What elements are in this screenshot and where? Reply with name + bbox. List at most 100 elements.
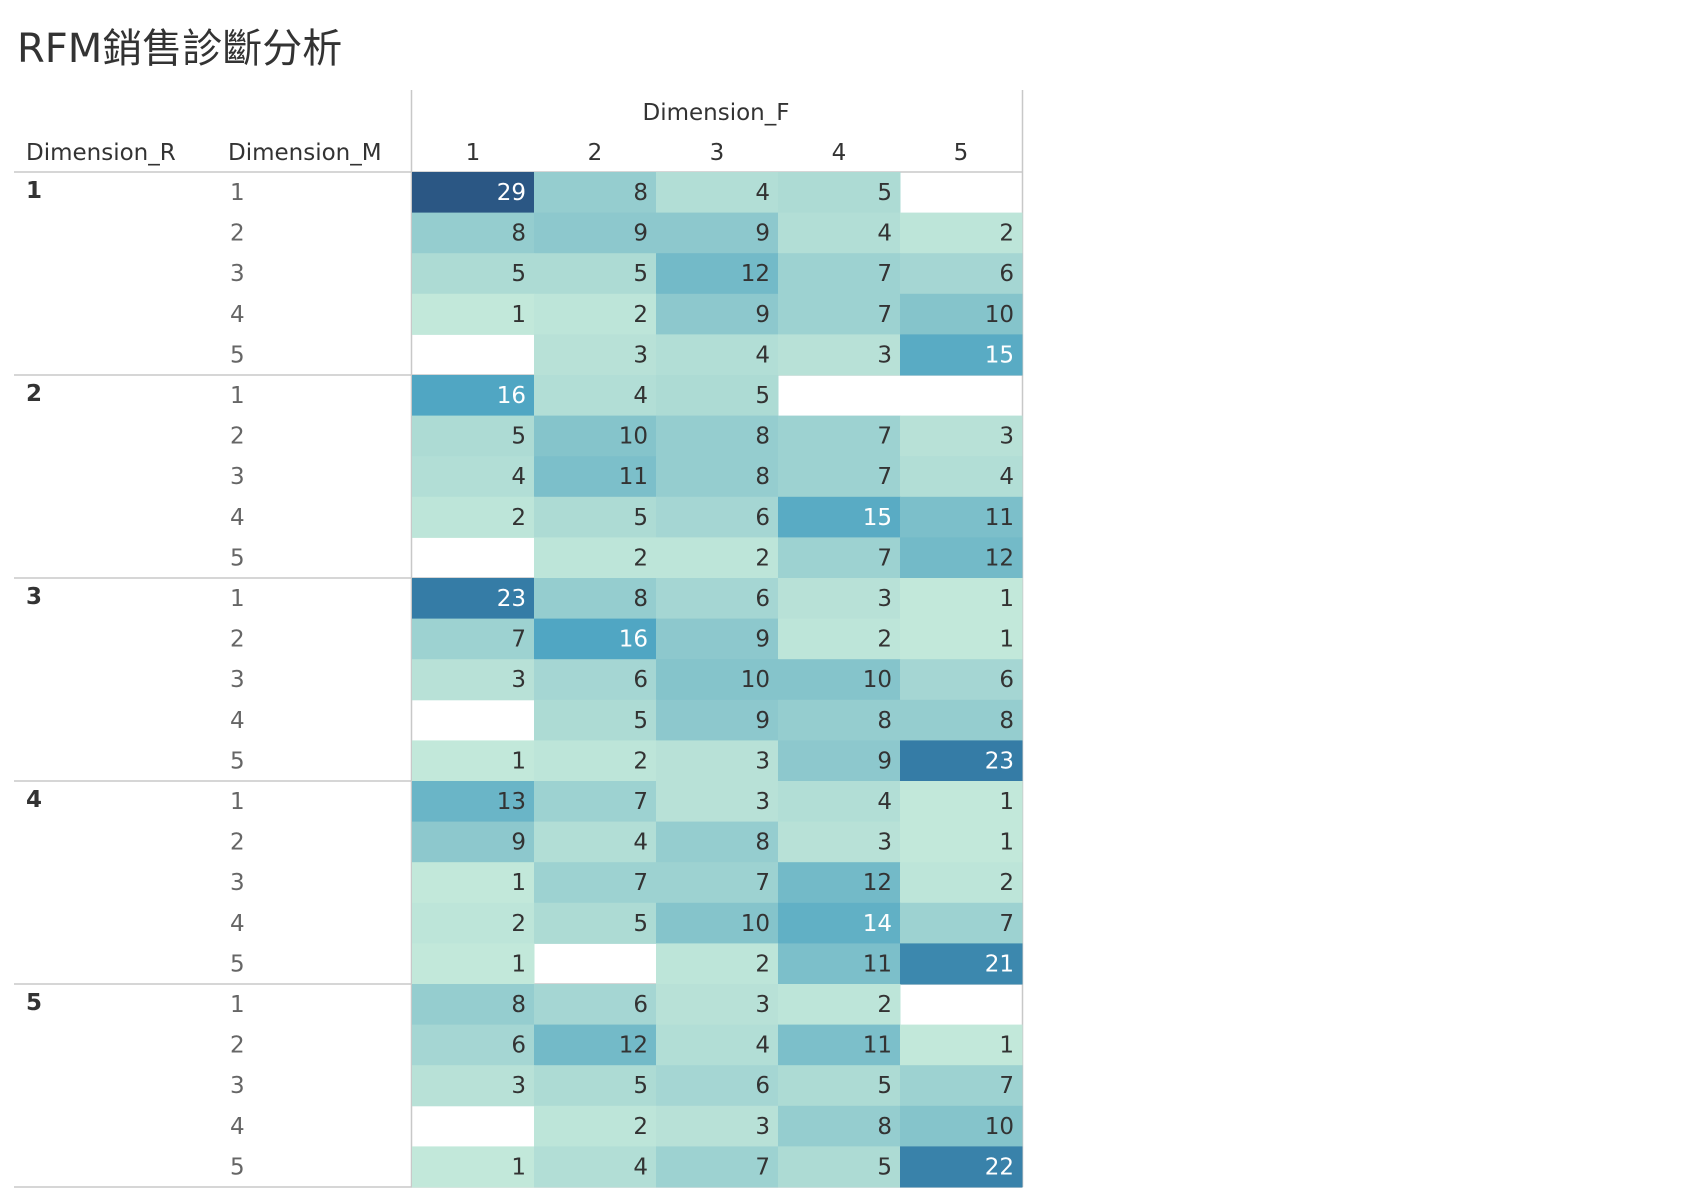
heatmap-cell	[534, 456, 657, 498]
row-label-m: 2	[230, 830, 245, 856]
cell-value-label: 12	[985, 545, 1014, 571]
cell-value-label: 4	[877, 789, 892, 815]
cell-value-label: 2	[999, 870, 1014, 896]
cell-value-label: 5	[755, 383, 770, 409]
heatmap-cell	[656, 1065, 779, 1107]
row-label-m: 1	[230, 383, 245, 409]
cell-value-label: 10	[863, 667, 892, 693]
cell-value-label: 4	[755, 180, 770, 206]
cell-value-label: 12	[619, 1033, 648, 1059]
cell-value-label: 4	[511, 464, 526, 490]
heatmap-cell	[900, 862, 1023, 904]
heatmap-cell	[656, 537, 779, 579]
cell-value-label: 6	[999, 667, 1014, 693]
cell-value-label: 6	[633, 992, 648, 1018]
cell-value-label: 29	[497, 180, 526, 206]
cell-value-label: 2	[511, 505, 526, 531]
row-label-m: 4	[230, 505, 245, 531]
column-label: 3	[710, 140, 725, 166]
cell-value-label: 3	[633, 342, 648, 368]
row-label-m: 3	[230, 870, 245, 896]
cell-value-label: 2	[999, 221, 1014, 247]
heatmap-cell	[412, 212, 535, 254]
cell-value-label: 10	[985, 302, 1014, 328]
heatmap-cell	[900, 821, 1023, 863]
heatmap-cell	[412, 496, 535, 538]
cell-value-label: 7	[633, 789, 648, 815]
cell-value-label: 7	[877, 302, 892, 328]
cell-value-label: 8	[755, 464, 770, 490]
cell-value-label: 7	[999, 1073, 1014, 1099]
heatmap-cell	[656, 293, 779, 335]
cell-value-label: 22	[985, 1154, 1014, 1180]
cell-value-label: 8	[755, 830, 770, 856]
cell-value-label: 1	[999, 1033, 1014, 1059]
heatmap-cell	[900, 781, 1023, 823]
heatmap-cell	[656, 821, 779, 863]
cell-value-label: 7	[633, 870, 648, 896]
table-header: Dimension_F Dimension_R Dimension_M 1 2 3 4…	[26, 100, 968, 166]
row-label-m: 5	[230, 951, 245, 977]
heatmap-cell	[656, 943, 779, 985]
heatmap-cell	[534, 578, 657, 620]
cell-value-label: 2	[633, 545, 648, 571]
cell-value-label: 4	[999, 464, 1014, 490]
heatmap-cell	[412, 821, 535, 863]
heatmap-cell	[534, 537, 657, 579]
heatmap-cell	[900, 1024, 1023, 1066]
heatmap-cell	[656, 334, 779, 376]
heatmap-cell	[412, 618, 535, 660]
heatmap-cell	[534, 821, 657, 863]
cell-value-label: 1	[999, 830, 1014, 856]
row-label-m: 2	[230, 221, 245, 247]
heatmap-cell	[656, 862, 779, 904]
heatmap-cell	[412, 172, 535, 214]
heatmap-cell	[534, 1146, 657, 1188]
cell-value-label: 23	[497, 586, 526, 612]
cell-value-label: 8	[633, 180, 648, 206]
cell-value-label: 5	[633, 505, 648, 531]
row-header-r: Dimension_R	[26, 140, 176, 166]
heatmap-cell	[900, 456, 1023, 498]
cell-value-label: 7	[999, 911, 1014, 937]
row-label-m: 1	[230, 586, 245, 612]
row-label-r: 4	[26, 787, 42, 813]
cell-value-label: 13	[497, 789, 526, 815]
row-label-m: 3	[230, 464, 245, 490]
row-label-r: 1	[26, 178, 42, 204]
cell-value-label: 5	[511, 261, 526, 287]
heatmap-cell	[534, 618, 657, 660]
row-label-m: 1	[230, 180, 245, 206]
cell-value-label: 4	[877, 221, 892, 247]
column-group-label: Dimension_F	[643, 100, 790, 126]
heatmap-cell	[534, 1024, 657, 1066]
cell-value-label: 1	[511, 951, 526, 977]
cell-value-label: 6	[999, 261, 1014, 287]
cell-value-label: 3	[877, 586, 892, 612]
cell-value-label: 16	[497, 383, 526, 409]
cell-value-label: 9	[755, 627, 770, 653]
cell-value-label: 7	[877, 545, 892, 571]
heatmap-cell	[656, 1024, 779, 1066]
heatmap-cell	[900, 334, 1023, 376]
heatmap-cell	[778, 172, 901, 214]
row-header-m: Dimension_M	[228, 140, 382, 166]
row-label-m: 5	[230, 748, 245, 774]
cell-value-label: 16	[619, 627, 648, 653]
cell-value-label: 8	[511, 992, 526, 1018]
cell-value-label: 14	[863, 911, 892, 937]
cell-value-label: 1	[511, 1154, 526, 1180]
cell-value-label: 12	[741, 261, 770, 287]
cell-value-label: 15	[863, 505, 892, 531]
row-label-r: 2	[26, 381, 42, 407]
row-label-r: 5	[26, 990, 42, 1016]
heatmap-cell	[412, 456, 535, 498]
cell-value-label: 3	[511, 1073, 526, 1099]
heatmap-cell	[534, 902, 657, 944]
heatmap-cell	[534, 659, 657, 701]
cell-value-label: 5	[511, 424, 526, 450]
heatmap-cell	[778, 496, 901, 538]
heatmap-cell	[900, 943, 1023, 985]
cell-value-label: 7	[755, 870, 770, 896]
heatmap-cell	[412, 902, 535, 944]
